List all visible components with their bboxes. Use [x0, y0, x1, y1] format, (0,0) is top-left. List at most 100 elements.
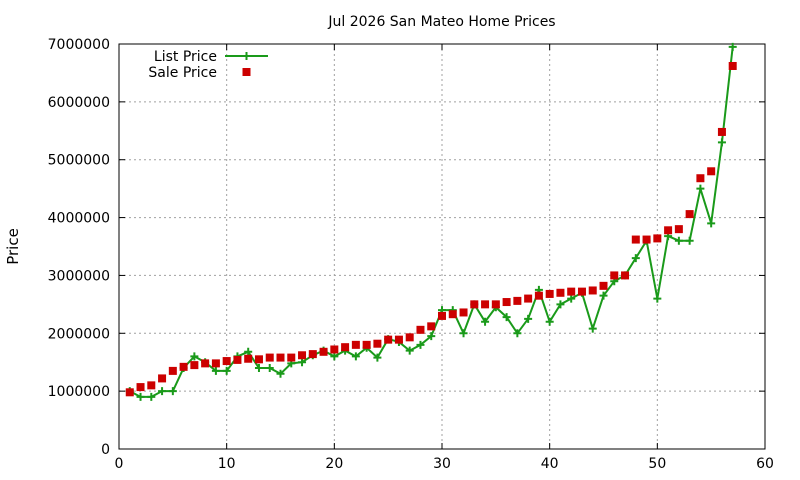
y-tick-label: 0 [101, 442, 110, 458]
data-point [448, 310, 457, 319]
data-point [502, 298, 511, 307]
data-point [599, 281, 608, 290]
data-point [416, 325, 425, 334]
data-point [459, 308, 468, 317]
data-point [567, 294, 576, 303]
data-point [685, 236, 694, 245]
data-point [653, 294, 662, 303]
data-point [362, 340, 371, 349]
data-point [717, 138, 726, 147]
data-point [599, 291, 608, 300]
data-point [244, 347, 253, 356]
data-point [265, 353, 274, 362]
data-point [330, 352, 339, 361]
y-tick-label: 1000000 [48, 384, 110, 400]
data-point [168, 387, 177, 396]
data-point [481, 300, 490, 309]
data-point [405, 346, 414, 355]
data-point [211, 359, 220, 368]
data-point [556, 300, 565, 309]
series-sale-price [125, 61, 737, 397]
data-point [481, 317, 490, 326]
y-tick-label: 6000000 [48, 95, 110, 111]
data-point [233, 355, 242, 364]
data-point [707, 219, 716, 228]
data-point [373, 339, 382, 348]
data-point [147, 392, 156, 401]
data-point [685, 210, 694, 219]
data-point [330, 345, 339, 354]
data-point [556, 288, 565, 297]
data-point [351, 352, 360, 361]
data-point [276, 353, 285, 362]
data-point [588, 286, 597, 295]
data-point [373, 353, 382, 362]
data-point [158, 387, 167, 396]
legend-marker [242, 52, 251, 60]
data-point [534, 291, 543, 300]
x-tick-label: 50 [648, 456, 666, 472]
data-point [459, 329, 468, 338]
data-point [190, 352, 199, 361]
y-axis-label: Price [4, 228, 22, 265]
y-tick-label: 4000000 [48, 211, 110, 227]
grid-lines [119, 44, 765, 449]
data-point [524, 314, 533, 323]
x-tick-label: 0 [115, 456, 124, 472]
data-point [254, 355, 263, 364]
data-point [244, 354, 253, 363]
legend-label: List Price [154, 49, 217, 65]
data-point [588, 324, 597, 333]
data-point [394, 335, 403, 344]
chart-title: Jul 2026 San Mateo Home Prices [327, 14, 555, 30]
data-point [222, 366, 231, 375]
data-point [502, 313, 511, 322]
y-axis-tick-labels: 0 1000000 2000000 3000000 4000000 5000000 6000… [48, 37, 110, 458]
data-point [674, 236, 683, 245]
data-point [211, 366, 220, 375]
data-point [621, 271, 630, 280]
data-point [125, 388, 134, 397]
series-line [129, 46, 734, 398]
axis-ticks [118, 43, 766, 450]
data-point [222, 357, 231, 366]
data-point [491, 300, 500, 309]
data-point [298, 351, 307, 360]
series-layer [125, 42, 737, 401]
data-point [405, 333, 414, 342]
y-tick-label: 2000000 [48, 326, 110, 342]
data-point [631, 235, 640, 244]
data-point [610, 271, 619, 280]
data-point [136, 392, 145, 401]
series-list-price [125, 42, 737, 401]
data-point [179, 362, 188, 371]
data-point [577, 287, 586, 296]
x-tick-label: 20 [325, 456, 343, 472]
data-point [147, 381, 156, 390]
x-tick-label: 30 [433, 456, 451, 472]
x-tick-label: 10 [218, 456, 236, 472]
x-axis-tick-labels: 0 10 20 30 40 50 60 [115, 456, 774, 472]
data-point [438, 311, 446, 320]
data-point [653, 234, 662, 243]
legend-marker [242, 68, 251, 76]
data-point [201, 359, 210, 368]
data-point [351, 340, 360, 349]
data-point [567, 287, 576, 296]
data-point [524, 294, 533, 303]
y-tick-label: 3000000 [48, 268, 110, 284]
data-point [276, 369, 285, 378]
data-point [287, 353, 296, 362]
data-point [298, 358, 307, 367]
data-point [427, 332, 436, 341]
x-tick-label: 60 [756, 456, 774, 472]
data-point [728, 61, 737, 70]
data-point [416, 340, 425, 349]
legend-label: Sale Price [148, 65, 217, 81]
data-point [308, 350, 317, 359]
data-point [158, 374, 167, 383]
data-point [168, 366, 177, 375]
data-point [707, 167, 716, 176]
